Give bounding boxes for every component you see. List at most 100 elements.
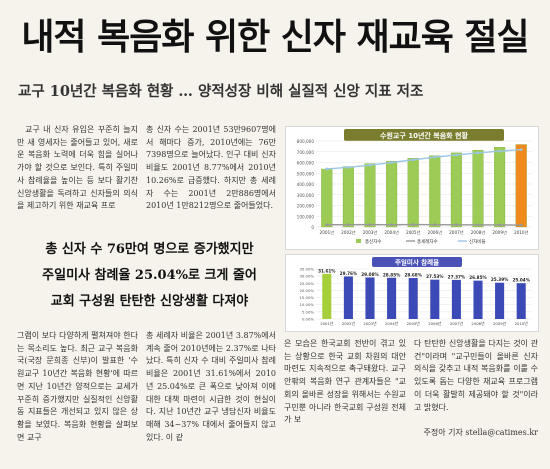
bar [386, 160, 398, 228]
y-tick-label: 0 [311, 225, 314, 230]
y-tick-label: 300,000 [297, 193, 315, 198]
pull-quote-line-3: 교회 구성원 탄탄한 신앙생활 다져야 [50, 294, 249, 309]
x-tick-label: 2003년 [363, 321, 377, 326]
bar [364, 163, 376, 228]
body-column-2-bottom: 총 세례자 비율은 2001년 3.87%에서 계속 줄어 2010년에는 2.… [146, 330, 276, 463]
pull-quote-line-1: 총 신자 수 76만여 명으로 증가했지만 [45, 242, 254, 257]
x-tick-label: 2010년 [514, 229, 529, 235]
x-tick-label: 2002년 [341, 229, 356, 235]
x-tick-label: 2009년 [493, 321, 507, 326]
y-tick-label: 0.00% [302, 317, 314, 322]
data-label: 29.08% [361, 272, 379, 277]
series-line-believer-ratio-point [390, 161, 393, 164]
bar [343, 276, 353, 319]
x-tick-label: 2009년 [492, 229, 507, 235]
bar [342, 166, 354, 228]
chart-membership: 수원교구 10년간 복음화 현황 800,000 700,000 600,000 500… [285, 126, 539, 250]
bar [387, 277, 397, 319]
series-line-baptisms-point [390, 223, 393, 227]
series-line-believer-ratio-point [411, 158, 415, 162]
legend-swatch [356, 239, 361, 243]
body-column-3-bottom: 은 모습은 한국교회 전반이 겪고 있는 상황으로 한국 교회 차원의 대안 마… [284, 338, 406, 463]
body-paragraph: 교구 내 신자 유입은 꾸준히 늘지만 새 영세자는 줄어들고 있어, 새로운 … [17, 125, 138, 211]
y-tick-label: 25.00% [300, 281, 315, 286]
bar [322, 273, 332, 319]
y-tick-label: 15.00% [300, 295, 315, 300]
chart-title-bg [344, 129, 504, 141]
x-tick-label: 2007년 [449, 229, 464, 235]
x-tick-label: 2007년 [450, 321, 464, 326]
bar [494, 147, 506, 228]
bar [516, 283, 526, 319]
body-paragraph: 그램이 보다 다양하게 펼쳐져야 한다는 목소리도 높다. 최근 교구 복음화국… [17, 331, 138, 442]
x-tick-label: 2005년 [407, 321, 421, 326]
x-tick-label: 2004년 [384, 229, 399, 235]
series-line-believer-ratio-point [325, 167, 329, 171]
bar [408, 278, 418, 319]
body-paragraph: 은 모습은 한국교회 전반이 겪고 있는 상황으로 한국 교회 차원의 대안 마… [284, 339, 406, 425]
series-line-believer-ratio-point [455, 153, 458, 157]
bar [473, 280, 483, 319]
data-label: 31.61% [318, 268, 336, 273]
y-tick-label: 700,000 [297, 150, 315, 155]
pull-quote: 총 신자 수 76만여 명으로 증가했지만 주일미사 참례율 25.04%로 크… [17, 237, 282, 315]
pull-quote-line-2: 주일미사 참례율 25.04%로 크게 줄어 [42, 268, 257, 283]
body-paragraph: 총 신자 수는 2001년 53만9607명에서 해마다 증가, 2010년에는… [146, 125, 276, 211]
bar [430, 279, 440, 319]
series-line-believer-ratio-point [476, 151, 480, 155]
data-label: 29.76% [340, 271, 358, 276]
series-line-believer-ratio-point [519, 148, 523, 151]
body-column-1-bottom: 그램이 보다 다양하게 펼쳐져야 한다는 목소리도 높다. 최근 교구 복음화국… [17, 330, 138, 463]
series-line-baptisms-point [476, 223, 480, 227]
data-label: 26.85% [469, 275, 487, 280]
x-tick-label: 2010년 [515, 321, 529, 326]
y-tick-label: 800,000 [297, 139, 315, 144]
bar [450, 152, 462, 228]
x-tick-label: 2001년 [320, 229, 335, 235]
data-label: 28.85% [383, 272, 401, 277]
legend-label: 총신자수 [365, 238, 382, 245]
series-line-baptisms-point [498, 223, 501, 227]
bar [472, 149, 484, 228]
bar [365, 277, 375, 319]
series-line-believer-ratio-point [368, 163, 372, 167]
legend-label: 총세례자수 [417, 238, 438, 245]
y-tick-label: 5.00% [302, 309, 314, 314]
body-column-4-bottom: 다 탄탄한 신앙생활을 다지는 것이 관건"이라며 "교구민들이 올바른 신자 … [414, 338, 538, 426]
body-paragraph: 총 세례자 비율은 2001년 3.87%에서 계속 줄어 2010년에는 2.… [146, 331, 276, 442]
series-line-baptisms-point [325, 223, 329, 227]
subheadline: 교구 10년간 복음화 현황 … 양적성장 비해 실질적 신앙 지표 저조 [18, 83, 424, 100]
series-line-believer-ratio-point [433, 155, 437, 159]
legend-label: 신자비율 [469, 238, 486, 245]
bar [495, 282, 505, 319]
x-tick-label: 2008년 [471, 229, 486, 235]
y-tick-label: 20.00% [300, 288, 315, 293]
x-tick-label: 2005년 [406, 229, 421, 235]
chart-title: 수원교구 10년간 복음화 현황 [380, 131, 468, 140]
chart-title: 주일미사 참례율 [395, 258, 439, 267]
series-line-baptisms-point [347, 223, 350, 227]
series-line-baptisms-point [368, 223, 372, 227]
y-tick-label: 600,000 [297, 161, 315, 166]
series-line-baptisms-point [411, 223, 415, 226]
chart-mass-attendance: 주일미사 참례율 35.00% 30.00% 25.00% 20.00% 15.00% 10… [285, 254, 539, 332]
series-line-believer-ratio-point [498, 149, 501, 153]
data-label: 28.68% [404, 273, 422, 278]
data-label: 27.37% [448, 274, 466, 279]
data-label: 25.39% [491, 277, 509, 282]
y-tick-label: 100,000 [297, 214, 315, 219]
x-tick-label: 2006년 [428, 321, 442, 326]
x-tick-label: 2006년 [428, 229, 443, 235]
chart-title-bg [372, 257, 462, 267]
x-tick-label: 2001년 [320, 321, 334, 326]
chart-mass-attendance-svg: 주일미사 참례율 35.00% 30.00% 25.00% 20.00% 15.00% 10… [300, 257, 532, 326]
headline: 내적 복음화 위한 신자 재교육 절실 [21, 17, 529, 58]
series-line-baptisms-point [519, 223, 523, 227]
bar [515, 144, 527, 228]
y-tick-label: 500,000 [297, 171, 315, 176]
series-line-baptisms-point [455, 223, 458, 227]
y-tick-label: 35.00% [300, 267, 315, 272]
y-tick-label: 400,000 [297, 182, 315, 187]
y-tick-label: 200,000 [297, 204, 315, 209]
